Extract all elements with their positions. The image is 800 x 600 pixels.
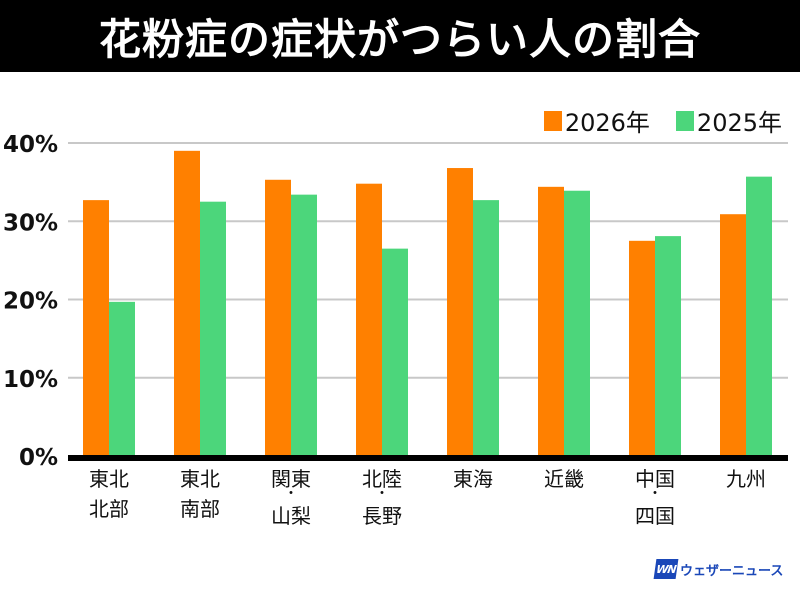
x-tick-label: 山梨 [271,504,311,528]
bar-2026 [174,150,200,456]
bar-2026 [720,214,746,456]
x-tick-label: 南部 [180,497,220,521]
legend-label-2026: 2026年 [564,109,650,137]
legend-item-2025: 2025年 [675,103,782,138]
weathernews-logo-icon: WN [653,559,679,579]
y-tick-label: 30% [3,210,58,236]
bar-2025 [746,176,772,456]
bar-2025 [109,301,135,456]
x-tick-label: 東北 [89,467,129,491]
y-tick-label: 20% [3,289,58,315]
y-tick-label: 10% [3,367,58,393]
bar-2025 [564,190,590,457]
x-tick-label: 東北 [180,467,220,491]
x-tick-label: 四国 [635,504,675,528]
legend-item-2026: 2026年 [543,103,650,138]
bar-2026 [265,179,291,456]
bar-2025 [473,200,499,456]
bar-2026 [629,240,655,456]
x-tick-label: 中国 [635,467,675,491]
x-tick-label: 九州 [726,467,766,491]
x-tick-label: 北部 [89,497,129,521]
y-tick-label: 40% [3,132,58,158]
bar-2025 [382,248,408,456]
legend: 2026年 2025年 [543,103,782,138]
weathernews-logo-text: ウェザーニュース [680,563,784,579]
bar-2026 [538,186,564,456]
bar-2026 [83,200,109,456]
x-tick-label: 関東 [271,467,311,491]
legend-label-2025: 2025年 [696,109,782,137]
bar-2025 [200,201,226,456]
x-tick-label: 近畿 [544,467,584,491]
x-tick-label: ・ [284,486,298,502]
x-tick-label: 北陸 [362,467,402,491]
chart-title: 花粉症の症状がつらい人の割合 [98,14,701,64]
x-tick-label: 長野 [362,504,402,528]
x-tick-label: 東海 [453,467,493,491]
y-tick-label: 0% [19,445,58,471]
bar-2026 [356,183,382,456]
title-bar: 花粉症の症状がつらい人の割合 [0,0,800,72]
legend-swatch-2025 [675,110,694,131]
bar-2025 [655,236,681,456]
x-tick-label: ・ [375,486,389,502]
weathernews-logo: WN ウェザーニュース [653,559,784,579]
legend-swatch-2026 [543,110,562,131]
bar-2026 [447,168,473,457]
x-tick-label: ・ [648,486,662,502]
bar-2025 [291,194,317,456]
